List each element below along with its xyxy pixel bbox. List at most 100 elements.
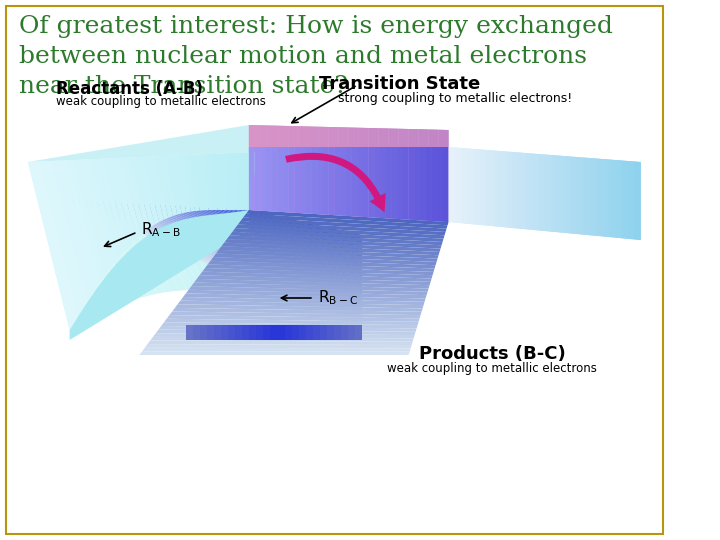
Polygon shape: [57, 160, 114, 311]
Polygon shape: [40, 161, 91, 322]
Polygon shape: [120, 158, 146, 234]
Polygon shape: [302, 147, 309, 214]
Polygon shape: [312, 325, 320, 340]
Polygon shape: [240, 152, 253, 210]
Polygon shape: [572, 157, 580, 234]
Polygon shape: [166, 156, 181, 214]
Polygon shape: [329, 127, 338, 147]
Polygon shape: [386, 147, 392, 219]
Polygon shape: [216, 250, 438, 262]
Polygon shape: [556, 156, 564, 233]
Polygon shape: [230, 153, 333, 325]
Polygon shape: [259, 125, 269, 147]
Polygon shape: [309, 147, 315, 214]
Polygon shape: [208, 261, 435, 272]
Polygon shape: [217, 153, 224, 210]
Polygon shape: [255, 147, 261, 211]
Polygon shape: [148, 341, 413, 345]
Polygon shape: [34, 161, 84, 326]
Polygon shape: [238, 210, 362, 241]
Polygon shape: [34, 161, 78, 322]
Polygon shape: [551, 155, 557, 232]
Polygon shape: [221, 325, 228, 340]
Polygon shape: [51, 161, 107, 314]
Polygon shape: [295, 147, 302, 213]
Polygon shape: [106, 202, 362, 315]
Polygon shape: [63, 160, 121, 308]
Polygon shape: [289, 126, 299, 147]
Polygon shape: [513, 152, 519, 228]
Polygon shape: [336, 147, 342, 215]
Polygon shape: [213, 253, 436, 265]
Polygon shape: [90, 201, 362, 323]
Polygon shape: [334, 325, 341, 340]
Polygon shape: [603, 159, 610, 237]
Polygon shape: [240, 217, 446, 232]
Polygon shape: [426, 147, 431, 221]
Polygon shape: [315, 147, 322, 214]
Polygon shape: [132, 157, 155, 227]
Polygon shape: [249, 147, 256, 211]
Polygon shape: [397, 147, 403, 219]
Polygon shape: [80, 159, 114, 267]
Polygon shape: [271, 325, 277, 340]
Polygon shape: [369, 128, 379, 147]
Polygon shape: [207, 325, 214, 340]
Polygon shape: [114, 158, 141, 238]
Polygon shape: [306, 147, 312, 214]
Polygon shape: [138, 157, 159, 225]
Polygon shape: [167, 205, 362, 281]
Polygon shape: [205, 265, 433, 275]
Polygon shape: [177, 206, 362, 275]
Polygon shape: [172, 156, 186, 213]
Polygon shape: [231, 153, 241, 210]
Polygon shape: [155, 156, 173, 218]
Polygon shape: [247, 152, 355, 333]
Polygon shape: [375, 147, 382, 218]
Polygon shape: [45, 161, 88, 307]
Polygon shape: [227, 235, 441, 248]
Polygon shape: [418, 129, 428, 147]
Polygon shape: [564, 156, 570, 233]
Polygon shape: [184, 155, 195, 212]
Polygon shape: [246, 210, 449, 225]
Polygon shape: [266, 147, 271, 211]
Polygon shape: [399, 129, 409, 147]
Polygon shape: [580, 157, 587, 235]
Polygon shape: [590, 158, 596, 236]
Polygon shape: [249, 125, 259, 147]
Polygon shape: [519, 152, 526, 229]
Polygon shape: [279, 126, 289, 147]
Polygon shape: [526, 153, 532, 230]
Polygon shape: [309, 126, 319, 147]
Polygon shape: [456, 147, 464, 224]
Polygon shape: [323, 147, 329, 215]
Polygon shape: [186, 325, 193, 340]
Polygon shape: [374, 147, 380, 218]
Polygon shape: [219, 246, 438, 259]
Polygon shape: [126, 203, 362, 303]
Polygon shape: [500, 151, 506, 227]
Polygon shape: [75, 200, 362, 332]
Text: Products (B-C): Products (B-C): [419, 345, 565, 363]
Polygon shape: [242, 325, 249, 340]
Text: Reactants (A-B): Reactants (A-B): [55, 80, 203, 98]
Polygon shape: [228, 209, 362, 246]
Polygon shape: [338, 127, 348, 147]
Polygon shape: [603, 159, 608, 237]
Polygon shape: [422, 147, 428, 221]
Polygon shape: [338, 127, 348, 147]
Polygon shape: [329, 147, 336, 215]
Polygon shape: [480, 150, 487, 226]
Polygon shape: [178, 156, 267, 302]
Polygon shape: [533, 153, 541, 231]
Polygon shape: [222, 153, 230, 210]
Polygon shape: [282, 147, 289, 212]
Polygon shape: [544, 154, 551, 232]
Polygon shape: [192, 207, 362, 266]
Polygon shape: [172, 206, 362, 278]
Polygon shape: [318, 147, 323, 214]
Polygon shape: [420, 147, 426, 221]
Polygon shape: [329, 147, 335, 215]
Polygon shape: [136, 204, 362, 298]
